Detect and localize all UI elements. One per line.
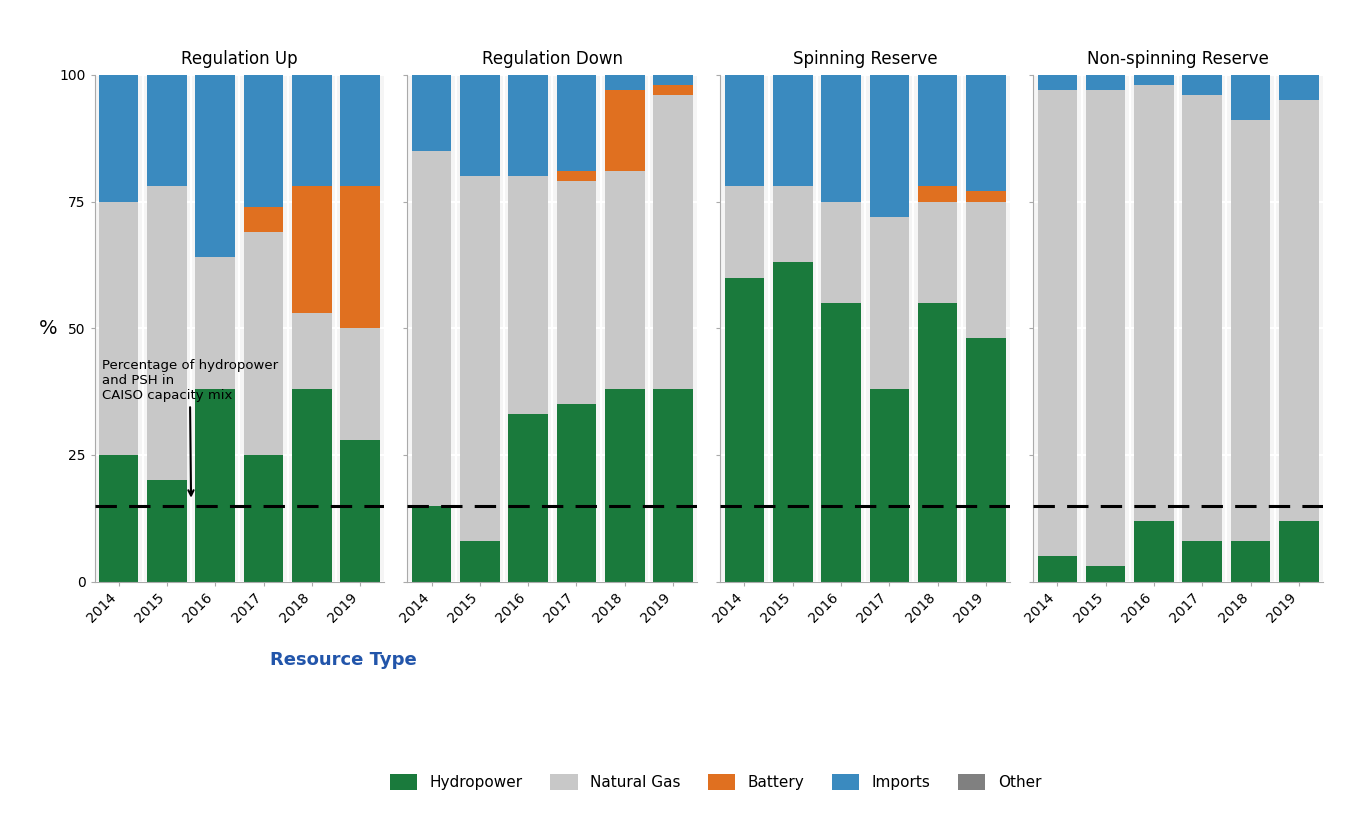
Bar bbox=[244, 75, 284, 207]
Legend: Hydropower, Natural Gas, Battery, Imports, Other: Hydropower, Natural Gas, Battery, Import… bbox=[390, 774, 1041, 790]
Bar bbox=[1183, 75, 1222, 95]
Bar bbox=[605, 389, 644, 582]
Bar bbox=[1038, 75, 1077, 90]
Bar bbox=[1085, 567, 1126, 582]
Bar bbox=[340, 440, 379, 582]
Bar bbox=[967, 201, 1006, 338]
Bar bbox=[1231, 541, 1270, 582]
Bar bbox=[869, 389, 909, 582]
Bar bbox=[509, 75, 548, 176]
Y-axis label: %: % bbox=[39, 319, 57, 337]
Title: Non-spinning Reserve: Non-spinning Reserve bbox=[1087, 50, 1269, 67]
Text: Percentage of hydropower
and PSH in
CAISO capacity mix: Percentage of hydropower and PSH in CAIS… bbox=[101, 359, 278, 495]
Bar bbox=[460, 176, 500, 541]
Bar bbox=[196, 258, 235, 389]
Bar bbox=[509, 176, 548, 415]
Bar bbox=[1134, 521, 1173, 582]
Bar bbox=[412, 151, 451, 505]
Text: Resource Type: Resource Type bbox=[270, 651, 417, 669]
Bar bbox=[774, 186, 813, 263]
Bar bbox=[821, 75, 861, 201]
Bar bbox=[244, 455, 284, 582]
Bar bbox=[412, 75, 451, 151]
Bar bbox=[147, 480, 186, 582]
Bar bbox=[1278, 100, 1319, 521]
Title: Regulation Up: Regulation Up bbox=[181, 50, 298, 67]
Bar bbox=[725, 278, 764, 582]
Bar bbox=[196, 75, 235, 258]
Bar bbox=[412, 505, 451, 582]
Bar bbox=[509, 415, 548, 582]
Bar bbox=[292, 186, 332, 313]
Bar bbox=[244, 232, 284, 455]
Title: Regulation Down: Regulation Down bbox=[482, 50, 622, 67]
Bar bbox=[774, 263, 813, 582]
Bar bbox=[967, 191, 1006, 201]
Bar bbox=[147, 186, 186, 480]
Bar bbox=[196, 389, 235, 582]
Bar bbox=[725, 75, 764, 186]
Bar bbox=[653, 95, 693, 389]
Bar bbox=[605, 90, 644, 171]
Bar bbox=[292, 313, 332, 389]
Bar bbox=[340, 186, 379, 328]
Title: Spinning Reserve: Spinning Reserve bbox=[792, 50, 937, 67]
Bar bbox=[869, 217, 909, 389]
Bar bbox=[556, 181, 597, 405]
Bar bbox=[460, 75, 500, 176]
Bar bbox=[99, 201, 139, 455]
Bar bbox=[918, 302, 957, 582]
Bar bbox=[1038, 90, 1077, 557]
Bar bbox=[725, 186, 764, 278]
Bar bbox=[1134, 85, 1173, 521]
Bar bbox=[918, 186, 957, 201]
Bar bbox=[1231, 75, 1270, 120]
Bar bbox=[967, 75, 1006, 191]
Bar bbox=[460, 541, 500, 582]
Bar bbox=[1183, 541, 1222, 582]
Bar bbox=[1183, 95, 1222, 541]
Bar bbox=[1278, 75, 1319, 100]
Bar bbox=[556, 75, 597, 171]
Bar bbox=[605, 171, 644, 389]
Bar bbox=[1085, 75, 1126, 90]
Bar bbox=[967, 338, 1006, 582]
Bar bbox=[1038, 557, 1077, 582]
Bar bbox=[821, 302, 861, 582]
Bar bbox=[340, 75, 379, 186]
Bar bbox=[821, 201, 861, 302]
Bar bbox=[340, 328, 379, 440]
Bar bbox=[918, 75, 957, 186]
Bar bbox=[244, 207, 284, 232]
Bar bbox=[292, 75, 332, 186]
Bar bbox=[653, 75, 693, 85]
Bar bbox=[918, 201, 957, 302]
Bar bbox=[653, 85, 693, 95]
Bar bbox=[1278, 521, 1319, 582]
Bar bbox=[869, 75, 909, 217]
Bar bbox=[556, 171, 597, 181]
Bar bbox=[1134, 75, 1173, 85]
Bar bbox=[99, 75, 139, 201]
Bar bbox=[1231, 120, 1270, 541]
Bar bbox=[556, 405, 597, 582]
Bar bbox=[774, 75, 813, 186]
Bar bbox=[292, 389, 332, 582]
Bar bbox=[653, 389, 693, 582]
Bar bbox=[1085, 90, 1126, 567]
Bar bbox=[99, 455, 139, 582]
Bar bbox=[605, 75, 644, 90]
Bar bbox=[147, 75, 186, 186]
